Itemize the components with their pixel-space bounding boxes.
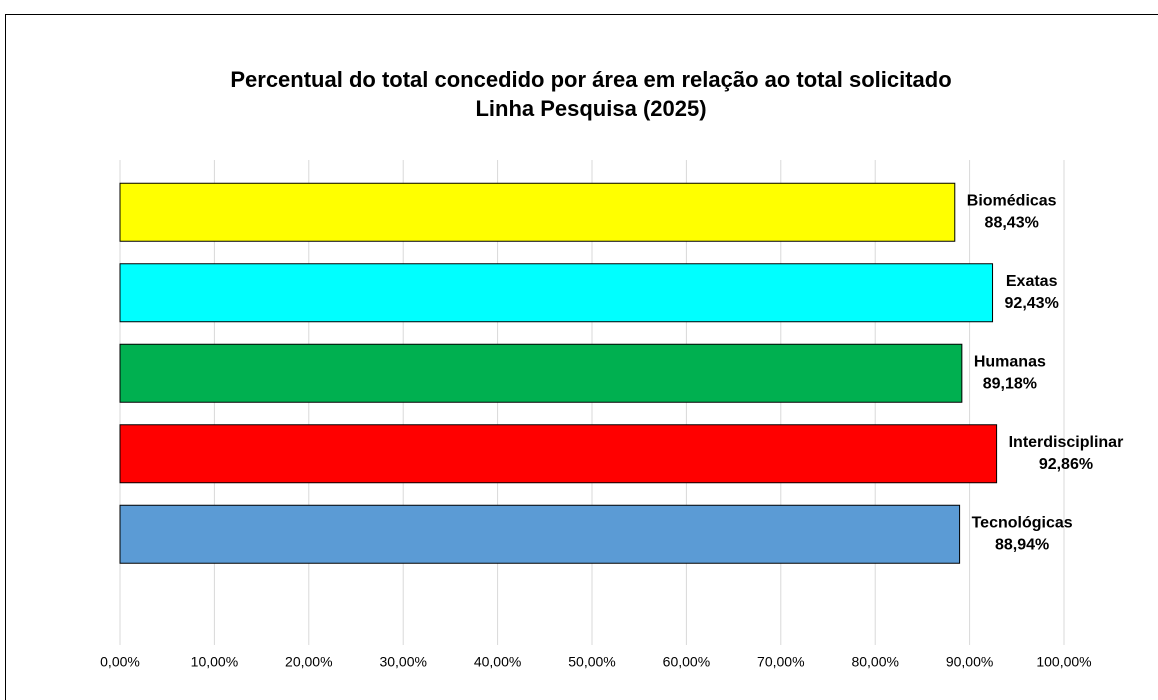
- x-tick-label: 60,00%: [663, 654, 710, 670]
- bar: [119, 182, 956, 242]
- x-tick-label: 0,00%: [100, 654, 140, 670]
- bar: [119, 504, 961, 564]
- bars: [119, 182, 998, 564]
- data-label-category: Exatas: [1006, 273, 1058, 290]
- data-label-value: 92,43%: [1005, 295, 1059, 312]
- data-label-value: 88,43%: [985, 214, 1039, 231]
- chart-subtitle: Linha Pesquisa (2025): [475, 96, 706, 121]
- chart-title: Percentual do total concedido por área e…: [230, 67, 951, 92]
- x-tick-label: 90,00%: [946, 654, 993, 670]
- data-label-category: Biomédicas: [967, 192, 1057, 209]
- data-label-value: 89,18%: [983, 375, 1037, 392]
- x-tick-label: 80,00%: [851, 654, 898, 670]
- bar: [119, 263, 994, 323]
- x-tick-label: 70,00%: [757, 654, 804, 670]
- bar: [119, 424, 998, 484]
- x-tick-label: 100,00%: [1036, 654, 1091, 670]
- x-tick-label: 50,00%: [568, 654, 615, 670]
- x-tick-label: 10,00%: [191, 654, 238, 670]
- data-label-category: Tecnológicas: [972, 514, 1073, 531]
- data-label-category: Interdisciplinar: [1009, 434, 1124, 451]
- x-tick-label: 30,00%: [379, 654, 426, 670]
- data-label-category: Humanas: [974, 353, 1046, 370]
- bar: [119, 343, 963, 403]
- x-tick-label: 20,00%: [285, 654, 332, 670]
- data-label-value: 92,86%: [1039, 456, 1093, 473]
- data-label-value: 88,94%: [995, 536, 1049, 553]
- x-tick-label: 40,00%: [474, 654, 521, 670]
